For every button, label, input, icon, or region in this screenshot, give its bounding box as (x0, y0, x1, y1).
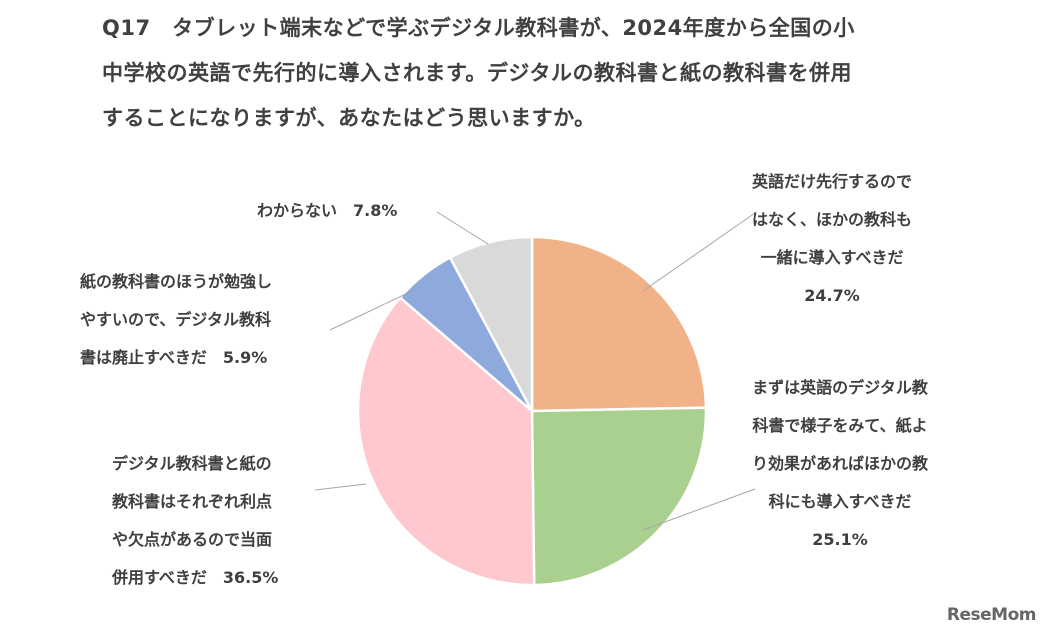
value-label: 25.1% (812, 530, 868, 549)
leader-combined-use (314, 483, 367, 491)
question-text: Q17 タブレット端末などで学ぶデジタル教科書が、2024年度から全国の小 中学… (102, 6, 1002, 141)
question-line: Q17 タブレット端末などで学ぶデジタル教科書が、2024年度から全国の小 (102, 16, 855, 40)
value-label: 24.7% (804, 286, 860, 305)
slice-dont-know (448, 235, 534, 412)
slice-english-first (530, 406, 708, 587)
question-line: することになりますが、あなたはどう思いますか。 (102, 106, 596, 130)
label-english-first: まずは英語のデジタル教 科書で様子をみて、紙よ り効果があればほかの教 科にも導… (752, 369, 928, 559)
slice-other-subjects (530, 235, 708, 413)
leader-other-subjects (642, 212, 756, 292)
label-combined-use: デジタル教科書と紙の 教科書はそれぞれ利点 や欠点があるので当面 併用すべきだ … (112, 454, 279, 587)
leader-dont-know (436, 211, 489, 245)
leader-english-first (642, 488, 756, 531)
question-line: 中学校の英語で先行的に導入されます。デジタルの教科書と紙の教科書を併用 (102, 61, 852, 85)
leader-abolish-digital (329, 290, 413, 331)
label-dont-know: わからない 7.8% (257, 201, 398, 220)
label-other-subjects: 英語だけ先行するので はなく、ほかの教科も 一緒に導入すべきだ 24.7% (752, 163, 912, 315)
slice-combined-use (356, 295, 536, 587)
resemom-logo: ReseMom (946, 605, 1037, 625)
label-abolish-digital: 紙の教科書のほうが勉強し やすいので、デジタル教科 書は廃止すべきだ 5.9% (80, 272, 273, 367)
